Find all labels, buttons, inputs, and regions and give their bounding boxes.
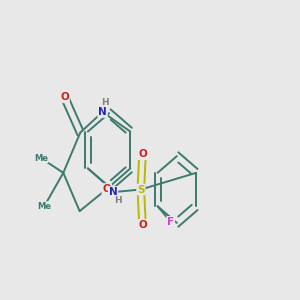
Text: F: F [167,217,174,227]
Text: S: S [137,184,145,194]
Text: Me: Me [37,202,51,211]
Text: N: N [109,187,117,197]
Text: O: O [138,220,147,230]
Text: H: H [114,196,122,205]
Text: H: H [101,98,109,107]
Text: O: O [138,149,147,159]
Text: N: N [98,107,107,117]
Text: Me: Me [34,154,48,163]
Text: O: O [102,184,111,194]
Text: O: O [60,92,69,102]
